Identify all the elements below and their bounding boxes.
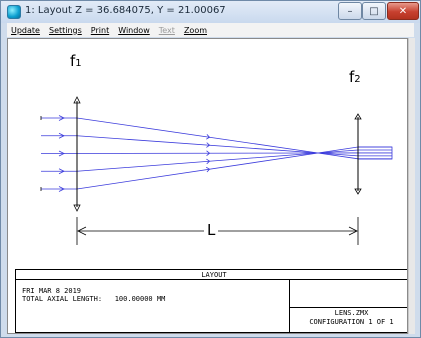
menu-text: Text (158, 25, 175, 35)
info-total-axial-length: TOTAL AXIAL LENGTH: 100.00000 MM (22, 295, 166, 303)
layout-canvas: f1 f2 L LAYOUT FRI MAR 8 2019 TOTAL AXIA… (7, 38, 408, 334)
minimize-button[interactable]: – (338, 2, 362, 20)
info-configuration: CONFIGURATION 1 OF 1 (309, 318, 394, 326)
ray-entry-arrow-1 (58, 115, 65, 121)
ray-entry-arrow-4 (58, 168, 65, 175)
layout-info-box: LAYOUT FRI MAR 8 2019 TOTAL AXIAL LENGTH… (15, 269, 407, 333)
lens-1-bottom-arrow (73, 204, 81, 212)
dimension-arrow-right (348, 226, 358, 236)
info-right-panel: LENS.ZMX CONFIGURATION 1 OF 1 (289, 280, 407, 332)
vertical-scrollbar[interactable] (408, 38, 415, 334)
ray-mid-arrow-4 (206, 158, 211, 165)
lens-1-top-arrow (73, 96, 81, 104)
zemax-app-icon[interactable] (7, 5, 21, 19)
length-label: L (204, 221, 219, 239)
ray-mid-arrow-3 (206, 150, 211, 156)
menu-bar: Update Settings Print Window Text Zoom (7, 23, 414, 37)
maximize-button[interactable]: □ (362, 2, 386, 20)
menu-zoom[interactable]: Zoom (183, 25, 207, 35)
info-date: FRI MAR 8 2019 (22, 287, 82, 295)
info-left-panel: FRI MAR 8 2019 TOTAL AXIAL LENGTH: 100.0… (22, 287, 165, 303)
close-button[interactable]: ✕ (387, 2, 419, 20)
menu-print[interactable]: Print (90, 25, 110, 35)
dimension-arrow-left (77, 226, 87, 236)
lens-2-top-arrow (354, 113, 362, 120)
ray-3 (41, 152, 392, 154)
ray-entry-arrow-3 (58, 150, 65, 157)
layout-drawing (40, 96, 393, 245)
ray-mid-arrow-1 (206, 134, 211, 140)
menu-window[interactable]: Window (118, 25, 150, 35)
title-bar[interactable]: 1: Layout Z = 36.684075, Y = 21.00067 – … (1, 1, 420, 23)
ray-mid-arrow-2 (206, 142, 211, 148)
lens-1-label: f1 (70, 52, 82, 70)
window-title: 1: Layout Z = 36.684075, Y = 21.00067 (25, 5, 226, 16)
info-filename: LENS.ZMX (334, 309, 369, 317)
optical-layout-plot: f1 f2 L (8, 39, 407, 269)
ray-entry-arrow-2 (58, 132, 65, 139)
info-title: LAYOUT (16, 270, 407, 280)
menu-update[interactable]: Update (11, 25, 40, 35)
info-right-divider (290, 307, 407, 308)
ray-entry-arrow-5 (58, 186, 65, 192)
lens-2-label: f2 (349, 68, 361, 86)
lens-2-bottom-arrow (354, 188, 362, 195)
ray-bundle (41, 115, 393, 192)
menu-settings[interactable]: Settings (48, 25, 82, 35)
ray-mid-arrow-5 (206, 166, 211, 173)
